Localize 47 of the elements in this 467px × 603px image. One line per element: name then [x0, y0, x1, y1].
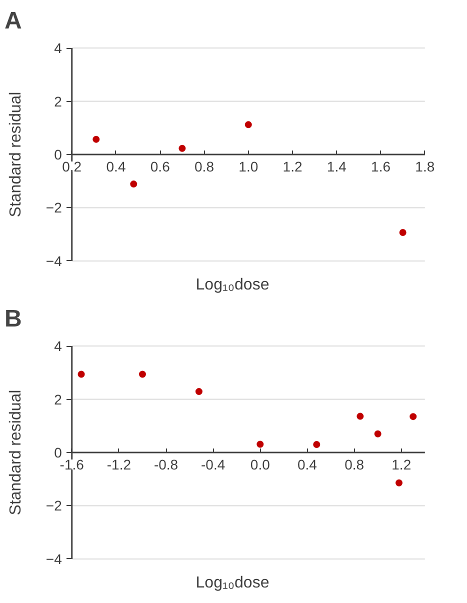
- point: [138, 370, 146, 378]
- x-tick-label: 0.6: [150, 158, 170, 174]
- x-tick-label: 0.2: [62, 158, 82, 174]
- x-tick-label: 1.6: [371, 158, 391, 174]
- y-tick-label: −2: [46, 200, 62, 216]
- x-axis-title: Log₁₀dose: [196, 574, 270, 592]
- x-tick-label: 1.2: [392, 456, 412, 472]
- point: [374, 430, 382, 438]
- x-tick-label: 1.4: [326, 158, 347, 174]
- point: [256, 440, 264, 448]
- point: [244, 121, 252, 128]
- y-tick-label: 2: [54, 391, 62, 408]
- x-tick-label: -0.4: [201, 456, 226, 472]
- x-axis-title: Log₁₀dose: [196, 276, 270, 294]
- x-tick-label: -1.2: [106, 456, 132, 472]
- y-tick-label: 2: [54, 93, 62, 110]
- chart-title: A: [4, 8, 22, 34]
- y-tick-label: 0: [54, 444, 62, 460]
- point: [130, 180, 138, 188]
- point: [356, 412, 364, 420]
- x-tick-label: 1.8: [415, 158, 435, 174]
- point: [399, 229, 406, 236]
- chart-title: B: [4, 306, 22, 332]
- y-axis-title: Standard residual: [8, 390, 24, 516]
- y-tick-label: −4: [46, 550, 62, 567]
- x-tick-label: -0.8: [154, 456, 178, 472]
- x-tick-label: 0.8: [344, 456, 364, 472]
- point: [195, 388, 202, 396]
- x-tick-label: 0.0: [250, 456, 270, 472]
- x-tick-label: 0.8: [194, 158, 214, 174]
- x-tick-label: 1.2: [282, 158, 302, 174]
- y-tick-label: 0: [54, 146, 62, 162]
- point: [92, 136, 100, 143]
- x-tick-label: 0.4: [297, 456, 318, 472]
- point: [78, 370, 85, 378]
- y-axis-title: Standard residual: [8, 92, 24, 218]
- point: [396, 479, 403, 486]
- y-tick-label: −4: [46, 252, 62, 269]
- point: [313, 441, 320, 448]
- x-tick-label: 1.0: [238, 158, 258, 174]
- y-tick-label: 4: [54, 40, 62, 56]
- y-tick-label: 4: [54, 338, 62, 354]
- point: [410, 413, 417, 420]
- x-tick-label: -1.6: [60, 456, 84, 472]
- point: [178, 144, 186, 152]
- y-tick-label: −2: [46, 498, 62, 514]
- x-tick-label: 0.4: [106, 158, 126, 174]
